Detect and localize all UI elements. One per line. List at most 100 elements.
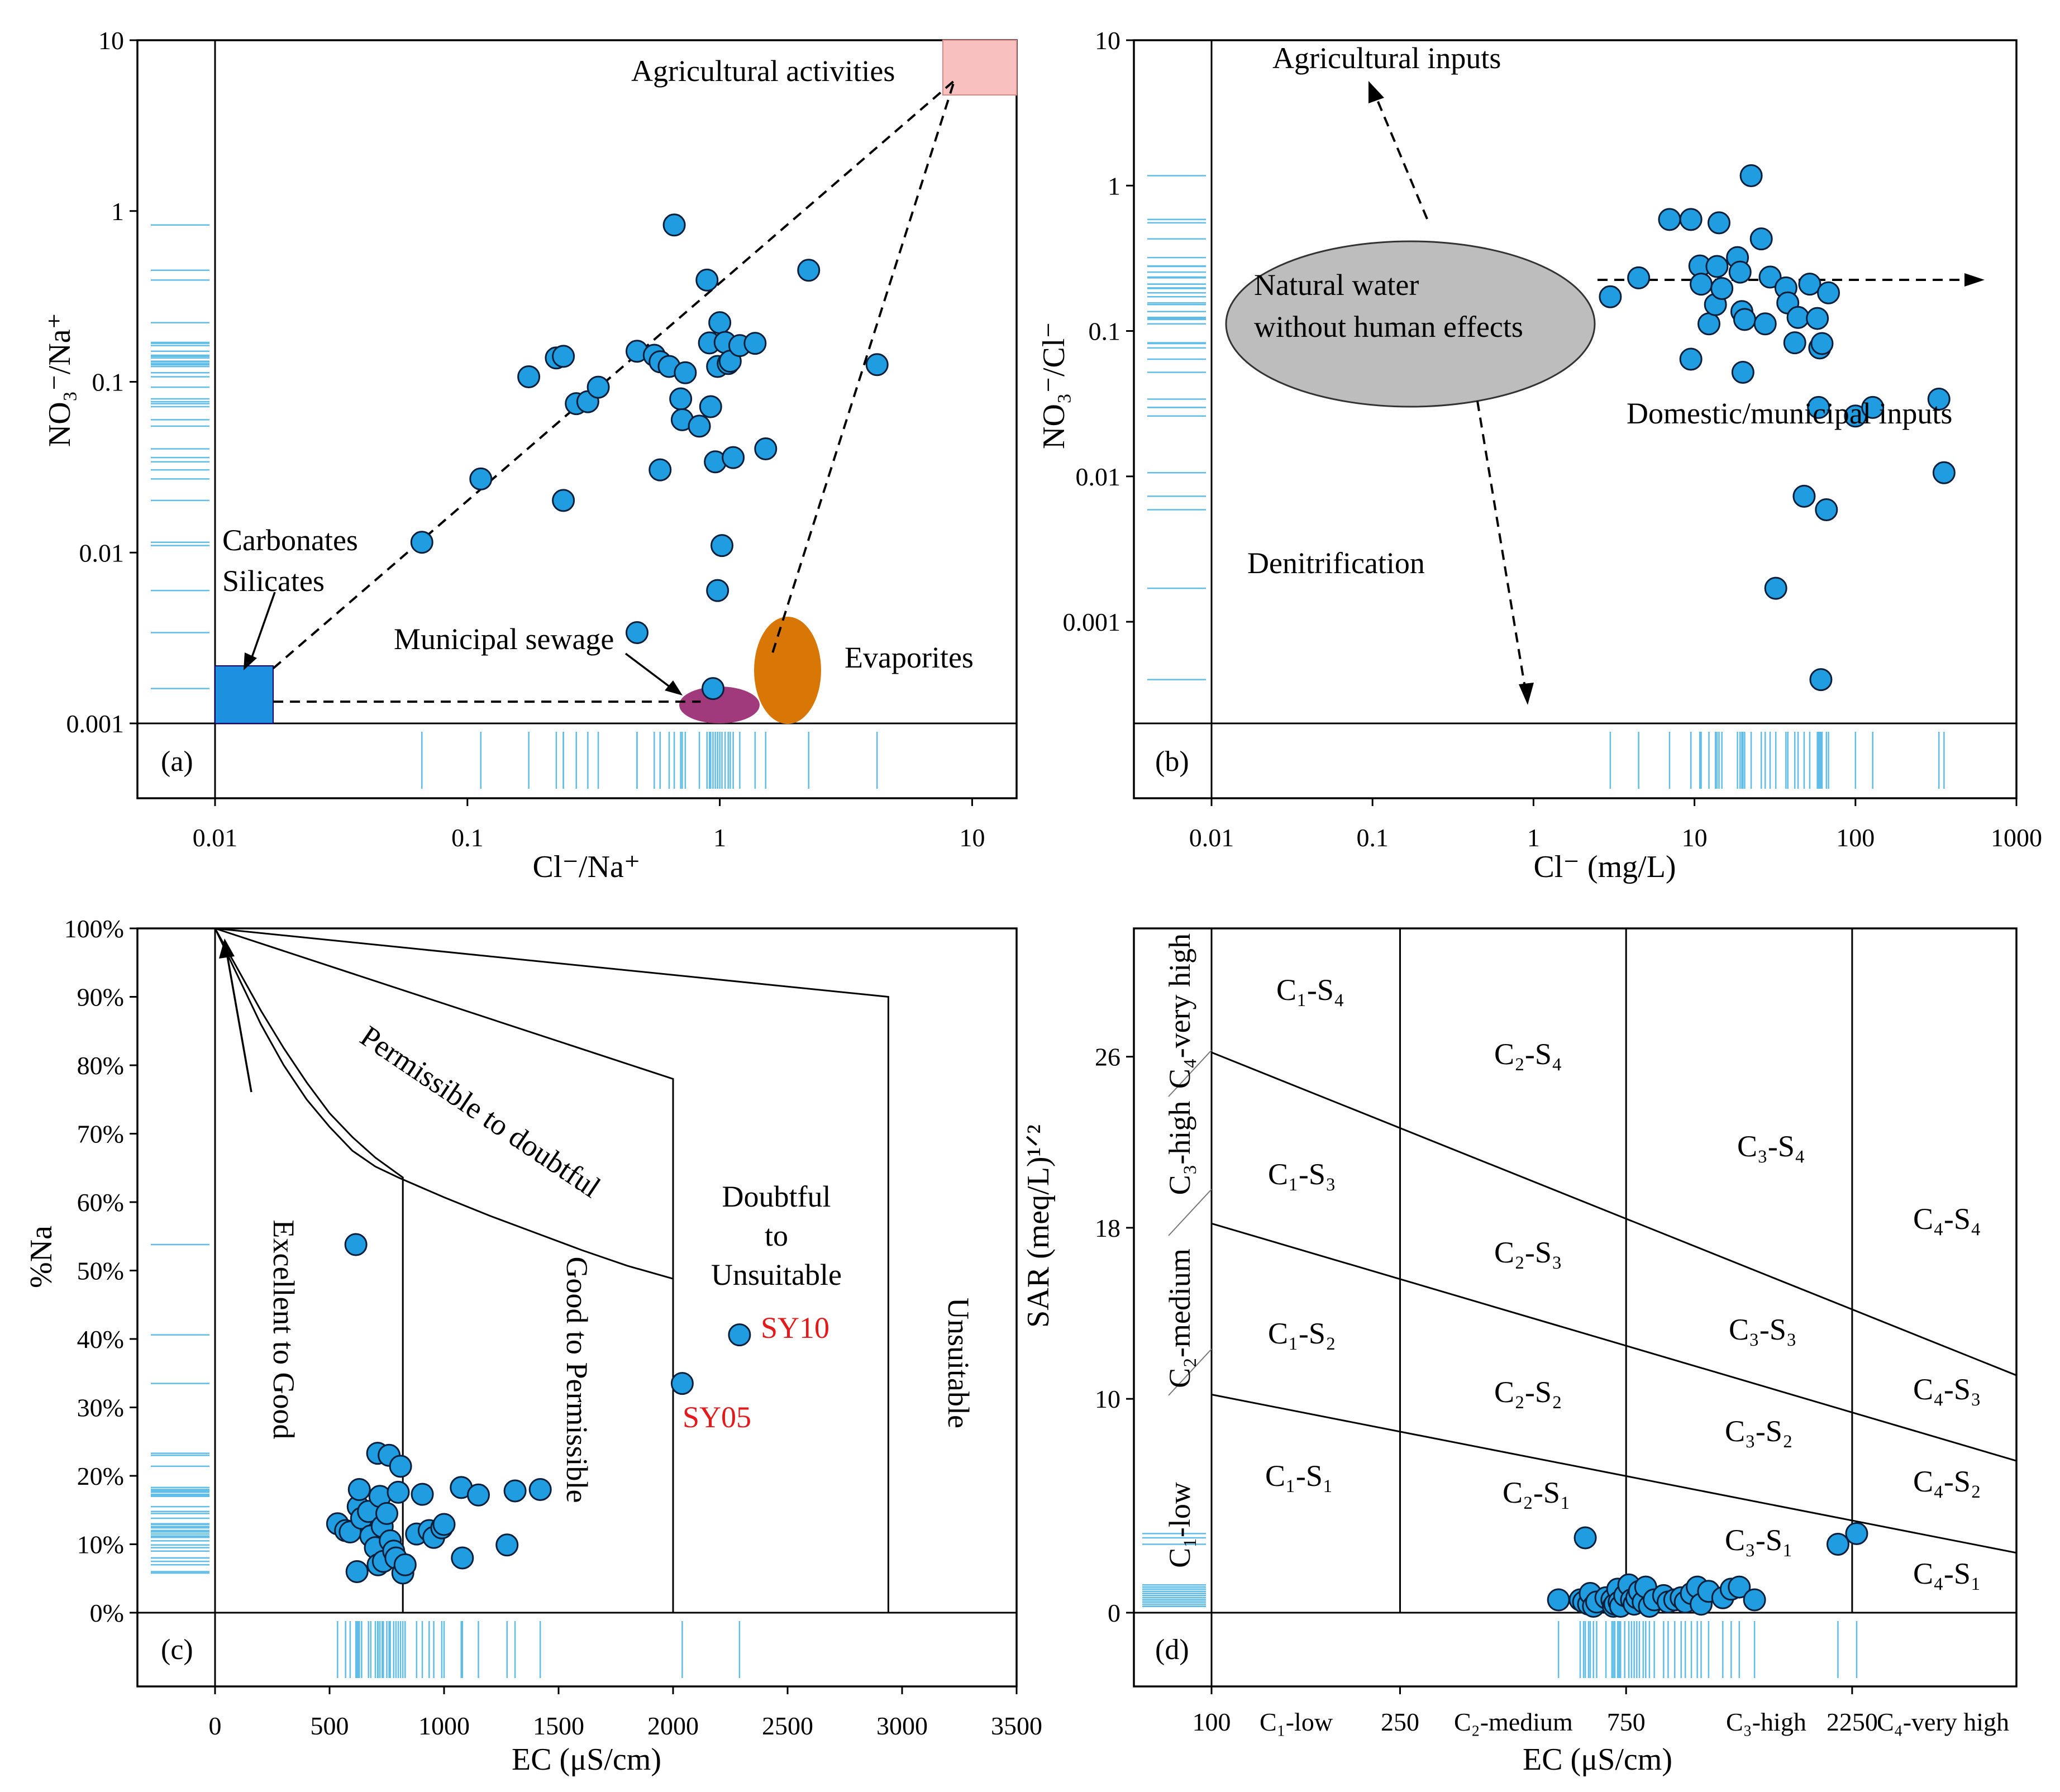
y-tick-label: 10% [77, 1531, 124, 1559]
data-point [1932, 461, 1956, 484]
data-point [1679, 208, 1703, 231]
y-tick-label: 26 [1095, 1043, 1120, 1071]
data-point [625, 621, 648, 645]
x-tick-label: 1000 [1991, 823, 2042, 852]
data-point [648, 458, 672, 482]
data-point [517, 365, 541, 389]
data-point [387, 1480, 410, 1504]
data-point [1758, 265, 1782, 289]
data-point [389, 1455, 412, 1478]
y-tick-label: 10 [98, 26, 124, 55]
panel-a-points [410, 213, 889, 700]
panel-d-zone-lines [1211, 928, 2017, 1613]
y-tick-label: 0.01 [1076, 463, 1121, 491]
panel-b-ticks: 0.01 0.1 1 10 100 1000 0.001 0.01 0.1 1 10 [1063, 26, 2043, 852]
data-point [1599, 285, 1622, 308]
data-point [670, 1372, 694, 1395]
label-carbonates: Carbonates [222, 523, 358, 557]
x-tick-label: 100 [1193, 1708, 1231, 1736]
zone-doubtful-line3: Unsuitable [711, 1258, 842, 1291]
y-tick-label: 1 [1108, 171, 1120, 200]
data-point [1815, 498, 1838, 521]
zone-c1-s3: C₁-S₃ [1268, 1157, 1336, 1191]
data-point [1806, 307, 1829, 330]
data-point [743, 332, 767, 355]
data-point [1658, 208, 1681, 231]
data-point [1927, 387, 1951, 411]
zone-c1-s4: C₁-S₄ [1276, 973, 1344, 1007]
carbonates-arrowhead [244, 652, 257, 670]
sodium-boundary [1211, 1394, 2017, 1554]
label-agricultural-inputs: Agricultural inputs [1272, 41, 1501, 75]
zone-c3-s4: C₃-S₄ [1737, 1129, 1805, 1163]
y-tick-label: 0.001 [1063, 608, 1121, 636]
zone-excellent-to-good: Excellent to Good [267, 1220, 301, 1440]
data-point [1826, 1533, 1849, 1556]
zone-permissible-to-doubtful: Permissible to doubtful [354, 1019, 606, 1204]
data-point [586, 375, 610, 399]
data-point [1679, 347, 1703, 371]
y-tick-label: 70% [77, 1120, 124, 1148]
zone-c4-s3: C₄-S₃ [1913, 1372, 1981, 1406]
x-tick-label: 2250 [1827, 1708, 1878, 1736]
ycat-c4-very-high: C₄-very high [1163, 933, 1196, 1089]
y-tick-label: 20% [77, 1462, 124, 1490]
data-point [1786, 306, 1810, 329]
data-point [1733, 308, 1756, 331]
x-tick-label: 2500 [762, 1712, 813, 1740]
label-silicates: Silicates [222, 564, 325, 598]
data-point [451, 1546, 474, 1570]
data-point [1845, 1522, 1868, 1545]
data-point [688, 414, 711, 438]
data-point [1809, 668, 1833, 692]
xcat-c3-high: C₃-high [1726, 1708, 1806, 1736]
panel-b-frame [1133, 39, 2018, 799]
zone-good-to-permissible: Good to Permissible [560, 1257, 594, 1503]
agricultural-box [942, 40, 1017, 96]
x-tick-label: 0.1 [451, 823, 484, 852]
x-tick-label: 1000 [418, 1712, 470, 1740]
data-point [1547, 1588, 1570, 1612]
y-tick-label: 30% [77, 1394, 124, 1422]
data-point [722, 446, 745, 469]
wilcox-boundary [214, 928, 404, 1613]
data-point [503, 1479, 527, 1503]
sample-label-sy10: SY10 [761, 1311, 829, 1345]
xcat-c2-medium: C₂-medium [1454, 1708, 1573, 1736]
data-point [347, 1478, 371, 1501]
panel-b-label: (b) [1155, 746, 1189, 778]
data-point [1739, 164, 1763, 188]
x-tick-label: 0.01 [193, 823, 238, 852]
agricultural-inputs-arrowhead [1368, 81, 1384, 103]
data-point [865, 353, 889, 376]
wilcox-boundary [214, 927, 889, 1613]
x-tick-label: 3500 [991, 1712, 1042, 1740]
x-tick-label: 750 [1607, 1708, 1646, 1736]
denitrification-arrowhead [1519, 683, 1534, 705]
panel-a-ylabel: NO₃⁻/Na⁺ [42, 313, 77, 447]
data-point [1807, 395, 1830, 419]
x-tick-label: 1 [1527, 823, 1540, 852]
label-natural-water: Natural water [1254, 268, 1419, 302]
data-point [1783, 331, 1806, 355]
data-point [1710, 277, 1734, 300]
data-point [1792, 484, 1816, 508]
data-point [1731, 360, 1754, 384]
xcat-c4-very-high: C₄-very high [1877, 1708, 2009, 1736]
wilcox-boundary [214, 927, 674, 1613]
data-point [1749, 227, 1773, 251]
y-tick-label: 10 [1095, 26, 1120, 55]
data-point [1810, 332, 1834, 355]
zone-c3-s2: C₃-S₂ [1725, 1414, 1793, 1448]
data-point [432, 1513, 456, 1536]
data-point [375, 1502, 398, 1525]
data-point [1861, 395, 1885, 419]
y-tick-label: 0% [90, 1599, 124, 1627]
ycat-c1-low: C₁-low [1163, 1482, 1196, 1568]
zone-c2-s4: C₂-S₄ [1494, 1037, 1562, 1071]
data-point [1817, 281, 1840, 304]
panel-c-rug [151, 1243, 741, 1678]
sewage-arrow [624, 652, 674, 690]
panel-c-xlabel: EC (μS/cm) [512, 1742, 661, 1777]
